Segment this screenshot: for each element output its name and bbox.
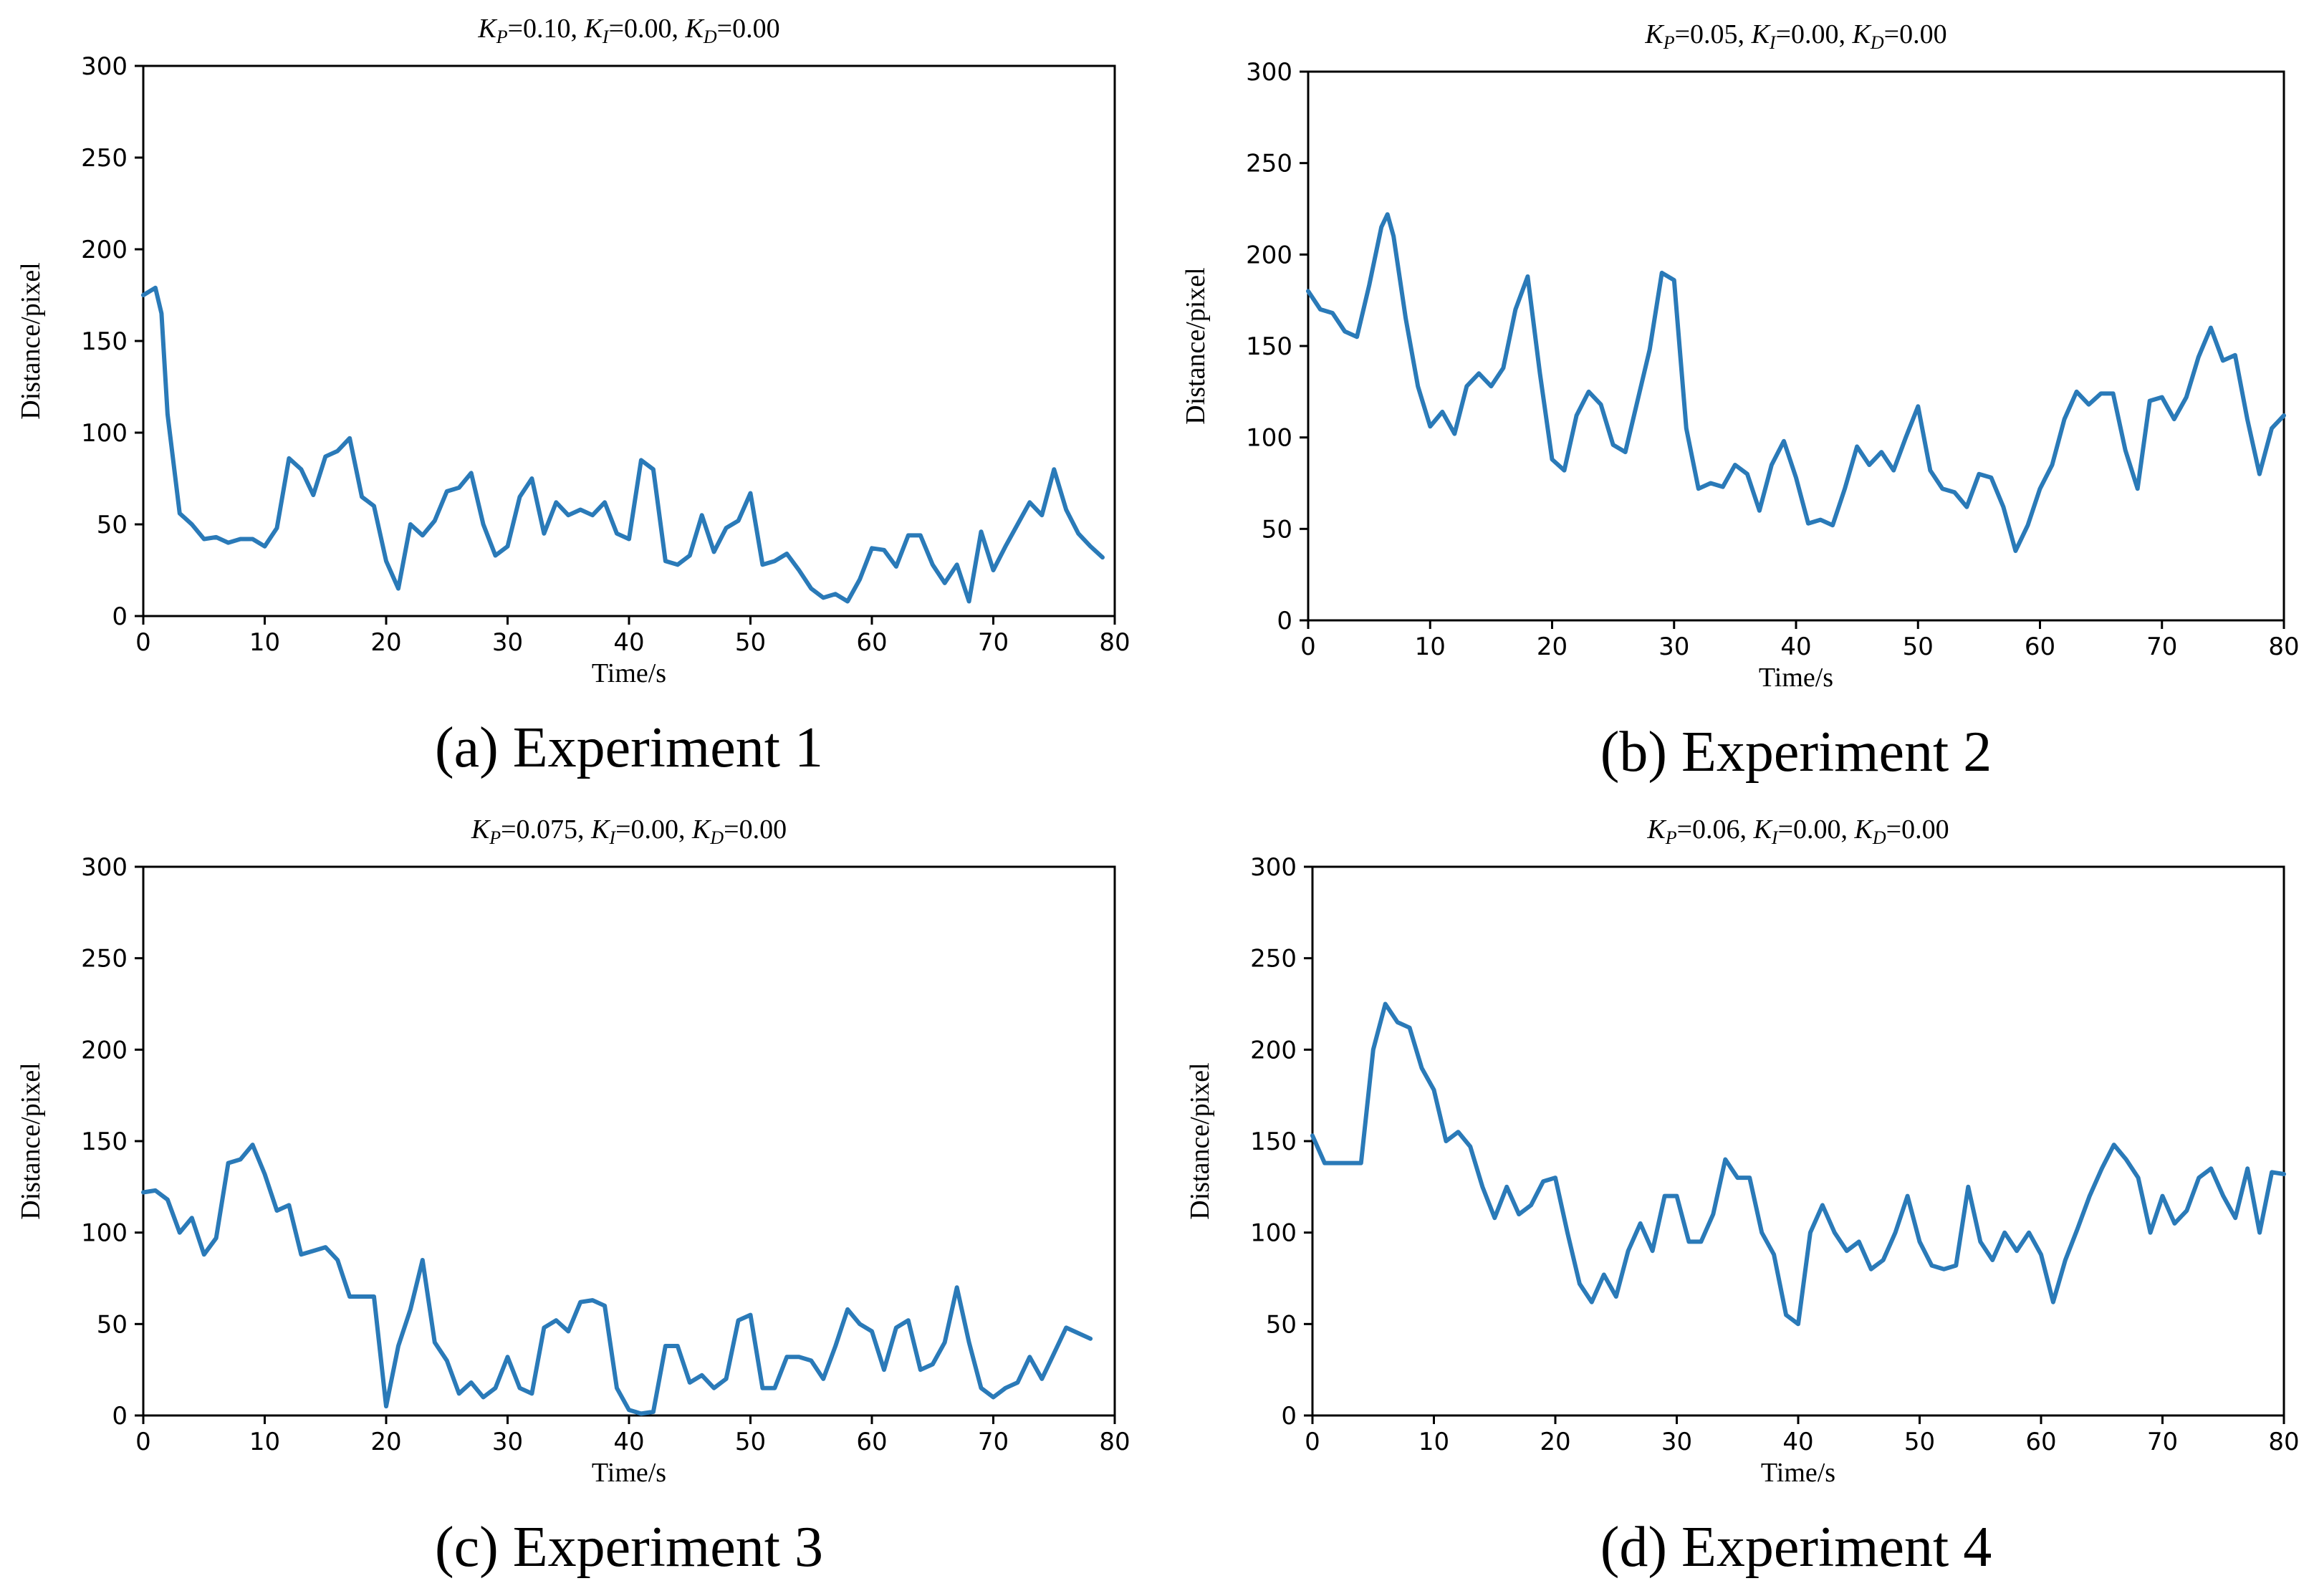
- y-tick-label: 300: [81, 853, 128, 882]
- x-tick-label: 80: [2268, 633, 2299, 661]
- plot-frame: [1311, 865, 2285, 1417]
- x-tick-label: 0: [1300, 633, 1316, 661]
- x-tick-label: 70: [978, 1428, 1009, 1456]
- x-tick-label: 40: [1780, 633, 1811, 661]
- y-tick-label: 150: [1246, 332, 1292, 361]
- x-tick-label: 0: [135, 628, 151, 657]
- x-tick-label: 30: [492, 1428, 523, 1456]
- x-tick-label: 80: [1099, 1428, 1130, 1456]
- y-tick-label: 250: [81, 945, 128, 974]
- y-axis-label: Distance/pixel: [1185, 1062, 1215, 1219]
- y-tick-label: 250: [81, 144, 128, 173]
- plot-frame: [1307, 70, 2285, 622]
- y-tick-label: 50: [97, 1310, 128, 1339]
- series-line: [141, 1143, 1093, 1416]
- y-tick-label: 0: [112, 602, 128, 631]
- x-axis-label: Time/s: [1761, 1458, 1835, 1488]
- y-tick-label: 200: [81, 1036, 128, 1064]
- y-tick-label: 200: [1250, 1036, 1297, 1064]
- chart-1: 0 10 20 30 40 50 60 70 80 0 50 100 150 200 250 300 Time/…: [16, 14, 1130, 779]
- x-axis-label: Time/s: [592, 658, 666, 688]
- y-axis-label: Distance/pixel: [16, 262, 46, 419]
- x-tick-label: 60: [2025, 1428, 2056, 1456]
- y-tick-label: 250: [1246, 150, 1292, 178]
- x-tick-label: 60: [856, 628, 887, 657]
- subfigure-caption: (c) Experiment 3: [435, 1516, 823, 1579]
- y-tick-label: 100: [1246, 424, 1292, 453]
- x-tick-label: 70: [2147, 1428, 2178, 1456]
- y-tick-label: 200: [1246, 241, 1292, 269]
- x-tick-label: 30: [1661, 1428, 1692, 1456]
- x-tick-label: 10: [1415, 633, 1446, 661]
- x-tick-label: 80: [2268, 1428, 2299, 1456]
- x-tick-label: 0: [1305, 1428, 1320, 1456]
- x-tick-label: 20: [370, 628, 401, 657]
- y-tick-label: 100: [81, 1219, 128, 1248]
- series-line: [141, 285, 1105, 604]
- x-tick-label: 30: [492, 628, 523, 657]
- x-tick-label: 50: [735, 628, 766, 657]
- y-tick-label: 0: [1281, 1402, 1297, 1431]
- x-tick-label: 20: [1537, 633, 1568, 661]
- y-tick-label: 200: [81, 236, 128, 264]
- x-tick-label: 30: [1658, 633, 1689, 661]
- x-tick-label: 70: [2146, 633, 2177, 661]
- y-tick-label: 150: [81, 1128, 128, 1156]
- chart-title: KP=0.05, KI=0.00, KD=0.00: [1644, 19, 1946, 53]
- y-tick-label: 250: [1250, 945, 1297, 974]
- x-tick-label: 40: [613, 628, 644, 657]
- x-tick-label: 10: [249, 628, 280, 657]
- subfigure-caption: (b) Experiment 2: [1600, 721, 1992, 784]
- y-tick-label: 0: [1277, 607, 1292, 635]
- y-tick-label: 300: [1250, 853, 1297, 882]
- y-tick-label: 50: [1266, 1310, 1297, 1339]
- y-tick-label: 150: [81, 327, 128, 356]
- x-axis-label: Time/s: [1759, 663, 1833, 693]
- series-line: [1310, 1001, 2286, 1327]
- x-tick-label: 10: [1418, 1428, 1449, 1456]
- x-tick-label: 40: [613, 1428, 644, 1456]
- chart-3: 0 10 20 30 40 50 60 70 80 0 50 100 150 200 250 300 Time/…: [16, 814, 1130, 1579]
- y-tick-label: 50: [97, 511, 128, 539]
- x-tick-label: 50: [735, 1428, 766, 1456]
- x-tick-label: 40: [1782, 1428, 1813, 1456]
- y-axis-label: Distance/pixel: [1181, 267, 1211, 424]
- x-tick-label: 60: [2025, 633, 2055, 661]
- x-tick-label: 50: [1903, 633, 1934, 661]
- series-line: [1306, 212, 2286, 553]
- y-tick-label: 0: [112, 1402, 128, 1431]
- x-tick-label: 70: [978, 628, 1009, 657]
- y-tick-label: 150: [1250, 1128, 1297, 1156]
- chart-title: KP=0.10, KI=0.00, KD=0.00: [477, 14, 779, 47]
- subfigure-caption: (d) Experiment 4: [1600, 1516, 1992, 1579]
- x-tick-label: 20: [1540, 1428, 1570, 1456]
- x-axis-label: Time/s: [592, 1458, 666, 1488]
- chart-4: 0 10 20 30 40 50 60 70 80 0 50 100 150 200 250 300 Time/…: [1185, 814, 2300, 1579]
- x-tick-label: 80: [1099, 628, 1130, 657]
- y-tick-label: 50: [1262, 515, 1292, 544]
- chart-2: 0 10 20 30 40 50 60 70 80 0 50 100 150 200 250 300 Time/…: [1181, 19, 2300, 784]
- x-tick-label: 60: [856, 1428, 887, 1456]
- y-tick-label: 300: [1246, 58, 1292, 87]
- y-tick-label: 100: [1250, 1219, 1297, 1248]
- chart-title: KP=0.06, KI=0.00, KD=0.00: [1646, 814, 1949, 848]
- x-tick-label: 20: [370, 1428, 401, 1456]
- subfigure-caption: (a) Experiment 1: [435, 716, 823, 779]
- x-tick-label: 0: [135, 1428, 151, 1456]
- x-tick-label: 50: [1904, 1428, 1935, 1456]
- chart-title: KP=0.075, KI=0.00, KD=0.00: [471, 814, 787, 848]
- y-tick-label: 100: [81, 419, 128, 448]
- x-tick-label: 10: [249, 1428, 280, 1456]
- y-axis-label: Distance/pixel: [16, 1062, 46, 1219]
- y-tick-label: 300: [81, 52, 128, 81]
